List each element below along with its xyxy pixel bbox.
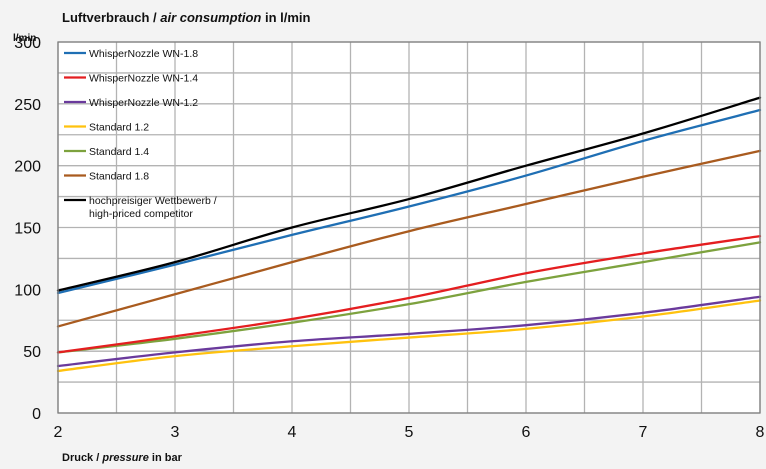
chart-title-en: air consumption bbox=[160, 10, 262, 25]
legend-label-standard-1-8: Standard 1.8 bbox=[89, 170, 149, 182]
legend-label-whispernozzle-wn-1-2: WhisperNozzle WN-1.2 bbox=[89, 97, 198, 109]
y-tick-label: 200 bbox=[14, 159, 41, 176]
series-line-standard-1-4 bbox=[56, 241, 762, 354]
x-tick-label: 8 bbox=[756, 424, 765, 441]
x-axis-title-unit: in bar bbox=[148, 452, 182, 464]
x-axis-title-de: Druck bbox=[62, 452, 94, 464]
y-tick-label: 250 bbox=[14, 97, 41, 114]
y-tick-label: 150 bbox=[14, 221, 41, 238]
series-line-standard-1-8 bbox=[56, 149, 762, 328]
chart-title-de: Luftverbrauch bbox=[62, 10, 150, 25]
x-tick-label: 4 bbox=[288, 424, 297, 441]
y-tick-label: 300 bbox=[14, 35, 41, 52]
plot-frame bbox=[57, 41, 761, 414]
x-axis-title-separator: / bbox=[93, 452, 103, 464]
x-tick-labels: 2 3 4 5 6 7 8 bbox=[54, 424, 765, 441]
series-line-standard-1-2 bbox=[56, 299, 762, 373]
legend-label-whispernozzle-wn-1-8: WhisperNozzle WN-1.8 bbox=[89, 48, 198, 60]
series-line-whispernozzle-wn-1-8 bbox=[56, 108, 762, 295]
legend-label-hochpreisiger-wettbewerb-high-priced-competitor: high-priced competitor bbox=[89, 208, 193, 220]
x-tick-label: 5 bbox=[405, 424, 414, 441]
y-tick-labels: 0 50 100 150 200 250 300 bbox=[14, 35, 41, 423]
legend-label-standard-1-2: Standard 1.2 bbox=[89, 121, 149, 133]
x-tick-label: 7 bbox=[639, 424, 648, 441]
series-line-hochpreisiger-wettbewerb-high-priced-competitor bbox=[56, 96, 762, 292]
plot-border bbox=[57, 41, 761, 414]
y-axis-unit-label: l/min bbox=[13, 33, 37, 44]
legend-label-standard-1-4: Standard 1.4 bbox=[89, 146, 149, 158]
y-tick-label: 0 bbox=[32, 406, 41, 423]
series-line-whispernozzle-wn-1-2 bbox=[56, 295, 762, 368]
series-lines bbox=[56, 96, 762, 373]
x-tick-label: 6 bbox=[522, 424, 531, 441]
y-tick-label: 100 bbox=[14, 282, 41, 299]
x-axis-title-en: pressure bbox=[102, 452, 149, 464]
legend-label-hochpreisiger-wettbewerb-high-priced-competitor: hochpreisiger Wettbewerb / bbox=[89, 195, 217, 207]
chart-title-separator: / bbox=[149, 10, 161, 25]
x-tick-label: 3 bbox=[171, 424, 180, 441]
series-line-whispernozzle-wn-1-4 bbox=[56, 235, 762, 354]
legend: WhisperNozzle WN-1.8 WhisperNozzle WN-1.4… bbox=[64, 48, 217, 220]
x-axis-title: Druck / pressure in bar bbox=[62, 452, 182, 464]
x-tick-label: 2 bbox=[54, 424, 63, 441]
chart-title: Luftverbrauch / air consumption in l/min bbox=[62, 10, 311, 25]
y-tick-label: 50 bbox=[23, 344, 41, 361]
legend-label-whispernozzle-wn-1-4: WhisperNozzle WN-1.4 bbox=[89, 72, 198, 84]
chart-title-unit: in l/min bbox=[261, 10, 311, 25]
